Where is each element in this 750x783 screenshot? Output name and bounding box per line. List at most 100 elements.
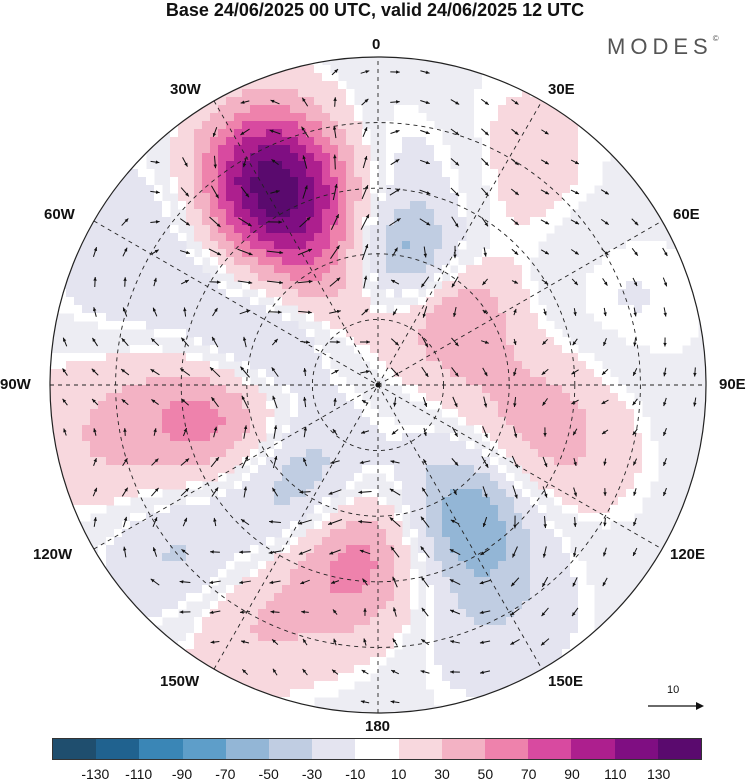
anomaly-cell [490, 297, 499, 306]
anomaly-cell [258, 561, 267, 570]
anomaly-cell [426, 177, 435, 186]
anomaly-cell [538, 673, 547, 682]
anomaly-cell [194, 201, 203, 210]
anomaly-cell [362, 449, 371, 458]
wind-arrowhead [603, 312, 607, 317]
anomaly-cell [418, 553, 427, 562]
anomaly-cell [106, 449, 115, 458]
anomaly-cell [626, 393, 635, 402]
anomaly-cell [426, 345, 435, 354]
anomaly-cell [410, 465, 419, 474]
anomaly-cell [482, 553, 491, 562]
anomaly-cell [130, 369, 139, 378]
anomaly-cell [458, 345, 467, 354]
anomaly-cell [378, 345, 387, 354]
anomaly-cell [226, 289, 235, 298]
anomaly-cell [498, 673, 507, 682]
anomaly-cell [370, 505, 379, 514]
anomaly-cell [130, 409, 139, 418]
anomaly-cell [282, 177, 291, 186]
anomaly-cell [626, 305, 635, 314]
anomaly-cell [338, 137, 347, 146]
anomaly-cell [90, 441, 99, 450]
anomaly-cell [138, 321, 147, 330]
anomaly-cell [474, 577, 483, 586]
anomaly-cell [178, 257, 187, 266]
wind-arrowhead [396, 188, 401, 193]
anomaly-cell [330, 569, 339, 578]
anomaly-cell [50, 425, 59, 434]
anomaly-cell [378, 265, 387, 274]
anomaly-cell [490, 473, 499, 482]
anomaly-cell [178, 153, 187, 162]
anomaly-cell [546, 537, 555, 546]
anomaly-cell [322, 585, 331, 594]
anomaly-cell [354, 433, 363, 442]
anomaly-cell [106, 313, 115, 322]
anomaly-cell [346, 209, 355, 218]
anomaly-cell [154, 569, 163, 578]
anomaly-cell [330, 89, 339, 98]
anomaly-cell [474, 273, 483, 282]
anomaly-cell [474, 369, 483, 378]
anomaly-cell [514, 697, 523, 706]
anomaly-cell [386, 377, 395, 386]
anomaly-cell [82, 497, 91, 506]
anomaly-cell [306, 409, 315, 418]
anomaly-cell [266, 177, 275, 186]
anomaly-cell [498, 65, 507, 74]
wind-arrowhead [663, 312, 667, 317]
anomaly-cell [114, 609, 123, 618]
anomaly-cell [130, 385, 139, 394]
anomaly-cell [474, 385, 483, 394]
anomaly-cell [282, 433, 291, 442]
anomaly-cell [258, 705, 267, 713]
anomaly-cell [650, 305, 659, 314]
anomaly-cell [298, 625, 307, 634]
anomaly-cell [482, 81, 491, 90]
anomaly-cell [546, 689, 555, 698]
anomaly-cell [90, 137, 99, 146]
anomaly-cell [354, 553, 363, 562]
anomaly-cell [418, 113, 427, 122]
anomaly-cell [322, 177, 331, 186]
anomaly-cell [298, 169, 307, 178]
anomaly-cell [250, 385, 259, 394]
anomaly-cell [282, 385, 291, 394]
anomaly-cell [106, 417, 115, 426]
anomaly-cell [466, 705, 475, 713]
anomaly-cell [282, 457, 291, 466]
anomaly-cell [226, 193, 235, 202]
anomaly-cell [242, 393, 251, 402]
anomaly-cell [362, 649, 371, 658]
anomaly-cell [90, 593, 99, 602]
anomaly-cell [258, 313, 267, 322]
wind-arrowhead [184, 280, 189, 284]
anomaly-cell [506, 353, 515, 362]
anomaly-cell [394, 641, 403, 650]
anomaly-cell [330, 609, 339, 618]
anomaly-cell [186, 289, 195, 298]
anomaly-cell [298, 641, 307, 650]
anomaly-cell [506, 577, 515, 586]
anomaly-cell [594, 265, 603, 274]
anomaly-cell [402, 457, 411, 466]
anomaly-cell [194, 217, 203, 226]
anomaly-cell [522, 137, 531, 146]
anomaly-cell [362, 313, 371, 322]
anomaly-cell [330, 169, 339, 178]
anomaly-cell [226, 393, 235, 402]
anomaly-cell [210, 529, 219, 538]
anomaly-cell [274, 153, 283, 162]
anomaly-cell [410, 249, 419, 258]
anomaly-cell [114, 569, 123, 578]
anomaly-cell [450, 361, 459, 370]
anomaly-cell [242, 417, 251, 426]
anomaly-cell [298, 369, 307, 378]
anomaly-cell [434, 201, 443, 210]
anomaly-cell [274, 633, 283, 642]
anomaly-cell [338, 673, 347, 682]
anomaly-cell [618, 449, 627, 458]
anomaly-cell [458, 657, 467, 666]
anomaly-cell [458, 225, 467, 234]
